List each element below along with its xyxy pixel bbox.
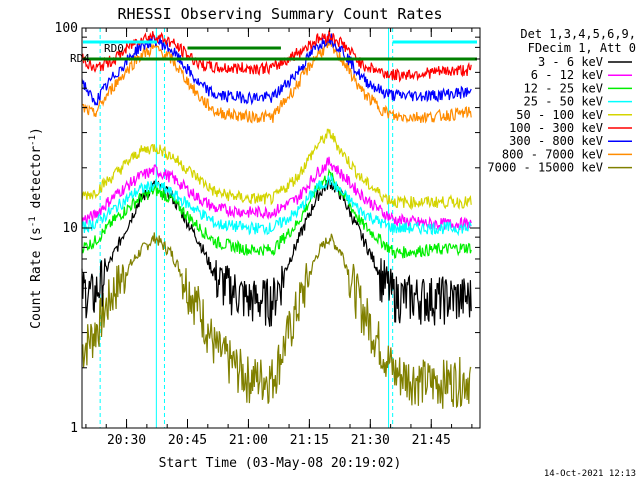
legend-label-6: 300 - 800 keV bbox=[509, 134, 603, 148]
x-tick-label-5: 21:45 bbox=[412, 433, 451, 448]
x-tick-label-3: 21:15 bbox=[290, 433, 329, 448]
y-tick-label-0: 1 bbox=[70, 421, 78, 436]
y-axis-label-main: Count Rate (s bbox=[29, 227, 44, 329]
y-axis: 1 10 100 bbox=[55, 21, 480, 436]
legend-label-3: 25 - 50 keV bbox=[524, 95, 603, 109]
legend-header-2: FDecim 1, Att 0 bbox=[528, 41, 636, 55]
legend-label-4: 50 - 100 keV bbox=[516, 108, 603, 122]
legend-label-5: 100 - 300 keV bbox=[509, 121, 603, 135]
x-tick-label-1: 20:45 bbox=[168, 433, 207, 448]
y-axis-label-mid: detector bbox=[29, 146, 44, 217]
series-line-7 bbox=[81, 37, 472, 124]
y-axis-label-sup-1: -1 bbox=[28, 216, 38, 227]
plot-area bbox=[81, 28, 477, 428]
y-axis-label-end: ) bbox=[29, 127, 44, 135]
legend-label-8: 7000 - 15000 keV bbox=[487, 161, 603, 175]
series-line-4 bbox=[81, 128, 472, 211]
footer-timestamp: 14-Oct-2021 12:13 bbox=[544, 469, 636, 479]
x-tick-label-4: 21:30 bbox=[351, 433, 390, 448]
legend-label-0: 3 - 6 keV bbox=[538, 55, 603, 69]
legend-label-1: 6 - 12 keV bbox=[531, 68, 603, 82]
x-tick-label-2: 21:00 bbox=[229, 433, 268, 448]
x-axis: 20:30 20:45 21:00 21:15 21:30 21:45 bbox=[85, 28, 473, 448]
legend-label-2: 12 - 25 keV bbox=[524, 81, 603, 95]
chart-title: RHESSI Observing Summary Count Rates bbox=[117, 5, 442, 23]
series-line-5 bbox=[81, 30, 472, 83]
series-line-3 bbox=[81, 173, 472, 237]
x-tick-label-0: 20:30 bbox=[107, 433, 146, 448]
annotation-rd0: RD0 bbox=[104, 42, 124, 55]
x-axis-label: Start Time (03-May-08 20:19:02) bbox=[159, 456, 402, 471]
series-line-8 bbox=[81, 232, 472, 409]
y-tick-label-1: 10 bbox=[62, 221, 78, 236]
y-tick-label-2: 100 bbox=[55, 21, 78, 36]
annotation-rd4: RD4 bbox=[70, 52, 90, 65]
legend-label-7: 800 - 7000 keV bbox=[502, 147, 603, 161]
legend-header-1: Det 1,3,4,5,6,9, bbox=[520, 27, 636, 41]
y-axis-label-sup-2: -1 bbox=[28, 135, 38, 146]
y-axis-label: Count Rate (s-1 detector-1) bbox=[28, 127, 44, 329]
